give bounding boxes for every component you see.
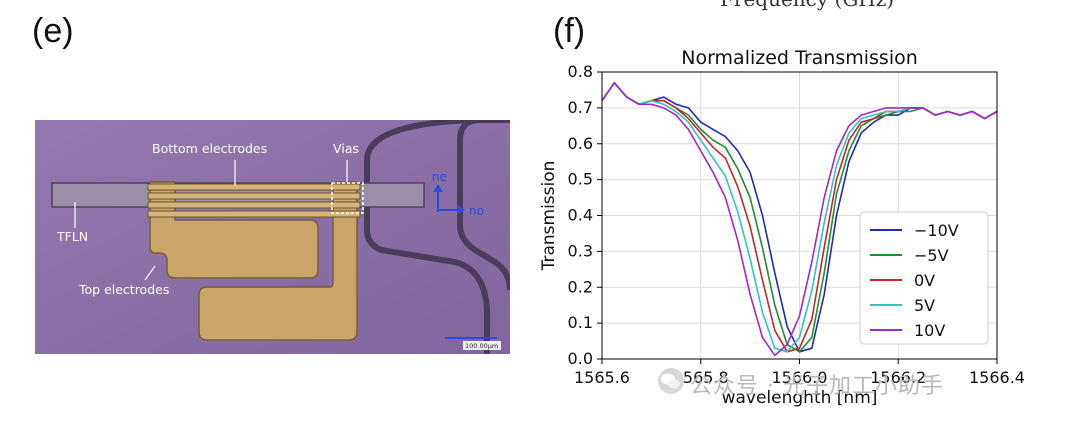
y-tick-label: 0.5 bbox=[568, 170, 593, 189]
legend-box bbox=[859, 211, 989, 345]
vias-box bbox=[331, 182, 364, 214]
right-trace-inner bbox=[364, 117, 490, 354]
scale-bar-bg bbox=[463, 341, 501, 350]
x-tick-label: 1565.8 bbox=[673, 368, 729, 387]
axis-no-label: no bbox=[469, 204, 484, 218]
x-tick-label: 1565.6 bbox=[574, 368, 630, 387]
legend-entry: 5V bbox=[914, 296, 935, 315]
legend-entry: 0V bbox=[914, 271, 935, 290]
x-ticks: 1565.6 1565.8 1566.0 1566.2 1566.4 bbox=[574, 359, 1025, 387]
watermark-text: 公众号 · 光子加工小助手 bbox=[690, 374, 944, 399]
axis-no-arrowhead bbox=[457, 205, 465, 215]
y-axis-label: Transmission bbox=[539, 161, 559, 272]
label-vias: Vias bbox=[333, 141, 359, 156]
top-cut-caption: Frequency (GHz) bbox=[720, 0, 894, 11]
legend-entry: 10V bbox=[914, 321, 945, 340]
wechat-icon-svg bbox=[658, 368, 684, 394]
y-tick-label: 0.7 bbox=[568, 98, 593, 117]
transmission-chart: 1565.6 1565.8 1566.0 1566.2 1566.4 0.0 0.1 0.2… bbox=[530, 40, 1070, 420]
electrode-bar-2 bbox=[147, 192, 361, 200]
legend-entry: −10V bbox=[914, 221, 959, 240]
y-tick-label: 0.0 bbox=[568, 349, 593, 368]
panel-e-label: (e) bbox=[32, 12, 74, 50]
y-ticks: 0.0 0.1 0.2 0.3 0.4 0.5 0.6 0.7 0.8 bbox=[568, 62, 602, 368]
legend-entry: −5V bbox=[914, 246, 949, 265]
label-top-electrodes: Top electrodes bbox=[78, 282, 169, 297]
label-tfln: TFLN bbox=[56, 229, 88, 244]
axis-ne-label: ne bbox=[432, 170, 447, 184]
electrode-bar-3 bbox=[147, 201, 361, 209]
chart-series bbox=[601, 81, 998, 357]
wechat-bubble-2 bbox=[668, 379, 680, 389]
chart-title: Normalized Transmission bbox=[681, 47, 918, 69]
wechat-icon bbox=[656, 366, 686, 396]
chart-legend: −10V −5V 0V 5V 10V bbox=[859, 211, 989, 345]
y-tick-label: 0.4 bbox=[568, 206, 593, 225]
electrode-bar-4 bbox=[147, 210, 361, 218]
axis-ne-arrowhead bbox=[433, 184, 443, 192]
bottom-electrode-pad bbox=[198, 181, 358, 341]
micrograph-svg: 100.00µm ne no Bottom electrodes Vias TF… bbox=[35, 117, 513, 354]
device-micrograph: 100.00µm ne no Bottom electrodes Vias TF… bbox=[35, 117, 513, 354]
y-tick-label: 0.3 bbox=[568, 241, 593, 260]
y-tick-label: 0.1 bbox=[568, 313, 593, 332]
label-bottom-electrodes: Bottom electrodes bbox=[152, 141, 267, 156]
y-tick-label: 0.6 bbox=[568, 134, 593, 153]
electrode-bar-1 bbox=[147, 183, 361, 191]
x-tick-label: 1566.2 bbox=[870, 368, 926, 387]
y-tick-label: 0.8 bbox=[568, 62, 593, 81]
x-tick-label: 1566.0 bbox=[772, 368, 828, 387]
y-tick-label: 0.2 bbox=[568, 277, 593, 296]
chart-svg: 1565.6 1565.8 1566.0 1566.2 1566.4 0.0 0.1 0.2… bbox=[539, 47, 1025, 408]
series-line bbox=[601, 81, 998, 357]
x-axis-label: wavelenghth [nm] bbox=[722, 388, 878, 408]
x-tick-label: 1566.4 bbox=[969, 368, 1025, 387]
panel-f-label: (f) bbox=[553, 12, 586, 50]
scale-bar-label: 100.00µm bbox=[465, 342, 498, 350]
top-electrode bbox=[149, 181, 319, 279]
pointer-top-electrodes bbox=[144, 265, 156, 281]
right-trace-outer bbox=[457, 117, 513, 291]
